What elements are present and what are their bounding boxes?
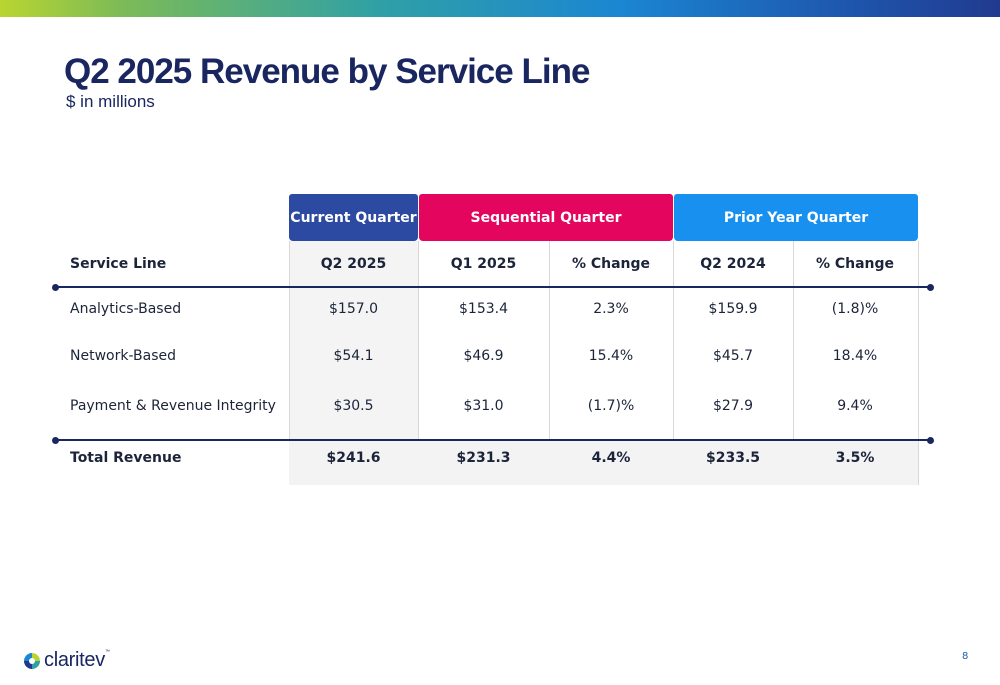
group-header-current-quarter: Current Quarter [289,194,418,241]
page-title: Q2 2025 Revenue by Service Line [64,52,590,91]
row-total-q2-2024: $233.5 [705,450,761,466]
row-payment-prior-change: 9.4% [837,398,873,414]
logo-wordmark: claritev™ [44,649,110,671]
column-header-service-line: Service Line [70,256,167,272]
row-payment-label: Payment & Revenue Integrity [70,398,276,414]
row-network-q2-2025: $54.1 [333,348,374,364]
row-total-q1-2025: $231.3 [456,450,511,466]
total-rule [55,439,931,441]
row-payment-q2-2024: $27.9 [712,398,754,414]
column-header-q2-2024: Q2 2024 [700,256,766,272]
column-header-q2-2025: Q2 2025 [320,256,387,272]
row-analytics-label: Analytics-Based [70,301,182,317]
total-rule-left-dot [52,437,59,444]
header-rule [55,286,931,288]
row-network-q1-2025: $46.9 [463,348,504,364]
total-row-background [289,441,918,485]
row-network-label: Network-Based [70,348,176,364]
row-network-prior-change: 18.4% [832,348,878,364]
row-analytics-prior-change: (1.8)% [831,301,879,317]
page-number: 8 [962,651,969,662]
row-total-prior-change: 3.5% [835,450,875,466]
row-analytics-seq-change: 2.3% [593,301,629,317]
group-header-prior-year-quarter: Prior Year Quarter [674,194,918,241]
claritev-logo: claritev™ [24,649,110,672]
top-gradient-bar [0,0,1000,17]
seq-change-column-bg [549,241,674,485]
row-network-seq-change: 15.4% [588,348,634,364]
row-network-q2-2024: $45.7 [712,348,754,364]
total-rule-right-dot [927,437,934,444]
row-analytics-q2-2025: $157.0 [329,301,378,317]
row-analytics-q2-2024: $159.9 [708,301,758,317]
q1-2025-column-bg [418,241,550,485]
prior-change-column-bg [793,241,919,485]
page-subtitle: $ in millions [66,92,155,111]
column-header-seq-change: % Change [571,256,651,272]
q2-2024-column-bg [673,241,794,485]
row-analytics-q1-2025: $153.4 [459,301,508,317]
row-payment-q1-2025: $31.0 [463,398,504,414]
row-total-label: Total Revenue [70,450,182,466]
header-rule-left-dot [52,284,59,291]
row-payment-q2-2025: $30.5 [333,398,374,414]
column-header-prior-change: % Change [815,256,895,272]
row-total-seq-change: 4.4% [591,450,631,466]
row-payment-seq-change: (1.7)% [587,398,635,414]
row-total-q2-2025: $241.6 [326,450,381,466]
claritev-logo-icon [24,652,40,669]
column-header-q1-2025: Q1 2025 [450,256,517,272]
group-header-sequential-quarter: Sequential Quarter [419,194,673,241]
header-rule-right-dot [927,284,934,291]
